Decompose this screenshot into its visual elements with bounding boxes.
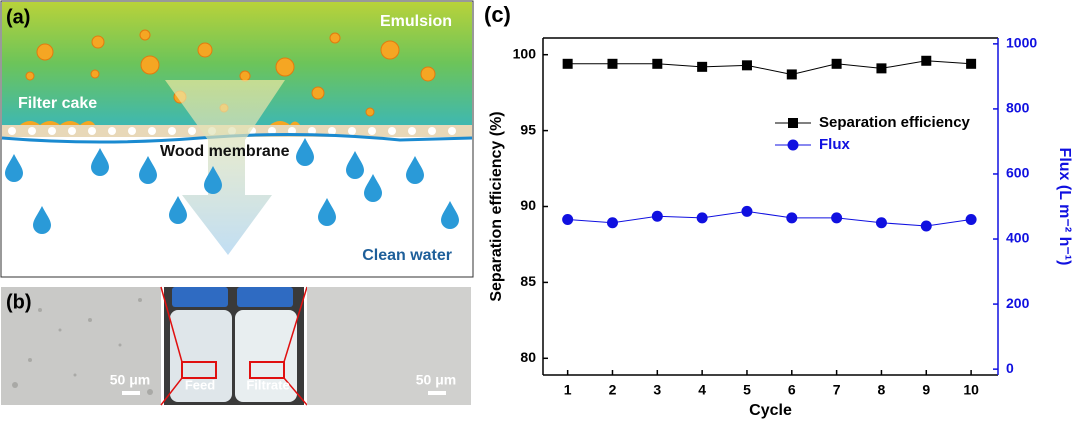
y-tick-label: 80 <box>520 349 536 365</box>
data-point <box>786 69 797 80</box>
data-point <box>697 61 708 72</box>
series-line <box>567 60 972 75</box>
label-emulsion: Emulsion <box>380 13 452 30</box>
x-tick-label: 8 <box>878 382 886 398</box>
x-tick-label: 4 <box>698 382 706 398</box>
panel-label: (a) <box>6 6 30 28</box>
y-tick-label: 85 <box>520 273 536 289</box>
label-filter-cake: Filter cake <box>18 95 97 112</box>
data-point <box>741 205 753 217</box>
data-point <box>562 214 574 226</box>
legend-label: Separation efficiency <box>819 114 971 131</box>
micrograph-feed <box>1 287 161 405</box>
oil-droplets <box>25 29 436 117</box>
y2-tick-label: 200 <box>1006 295 1030 311</box>
data-point <box>876 63 887 74</box>
x-tick-label: 6 <box>788 382 796 398</box>
y-tick-label: 90 <box>520 197 536 213</box>
x-tick-label: 7 <box>833 382 841 398</box>
label-clean-water: Clean water <box>362 247 452 264</box>
series-line <box>567 210 972 227</box>
flow-arrow <box>165 80 285 255</box>
data-point <box>651 210 663 222</box>
x-tick-label: 5 <box>743 382 751 398</box>
x-tick-label: 3 <box>653 382 661 398</box>
scale-bar-label: 50 μm <box>416 372 456 388</box>
y-axis-title: Separation efficiency (%) <box>488 111 505 301</box>
data-point <box>921 55 932 66</box>
data-point <box>607 58 618 69</box>
data-point <box>786 212 798 224</box>
panel-a: (a) Emulsion Filter cake Wood membrane C… <box>0 0 474 278</box>
data-point <box>741 60 752 71</box>
y2-tick-label: 1000 <box>1006 35 1037 51</box>
x-tick-label: 9 <box>922 382 930 398</box>
x-axis-title: Cycle <box>749 402 792 419</box>
panel-c: (c) 1 2 3 4 5 6 7 8 9 108085909510002004006008001… <box>484 2 1073 419</box>
data-point <box>696 212 708 224</box>
x-tick-label: 10 <box>963 382 979 398</box>
legend-label: Flux <box>819 136 850 153</box>
x-tick-label: 1 <box>564 382 572 398</box>
panel-label: (b) <box>6 291 32 313</box>
panel-label: (c) <box>484 2 511 27</box>
x-tick-label: 2 <box>609 382 617 398</box>
data-point <box>562 58 573 69</box>
y2-axis-title: Flux (L m⁻² h⁻¹) <box>1056 148 1073 266</box>
y-tick-label: 95 <box>520 121 536 137</box>
y2-tick-label: 400 <box>1006 230 1030 246</box>
legend-marker <box>788 118 798 128</box>
y2-tick-label: 0 <box>1006 360 1014 376</box>
label-membrane: Wood membrane <box>160 143 290 160</box>
scale-bar-label: 50 μm <box>110 372 150 388</box>
data-point <box>831 58 842 69</box>
micro-droplets <box>12 298 153 395</box>
data-point <box>875 217 887 229</box>
filter-cake <box>20 121 95 125</box>
data-point <box>831 212 843 224</box>
data-point <box>920 220 932 232</box>
label-filtrate: Filtrate <box>246 377 289 392</box>
y-tick-label: 100 <box>513 45 537 61</box>
panel-b: (b) 50 μm Feed Filtrate 50 μm <box>1 286 471 406</box>
data-point <box>652 58 663 69</box>
label-feed: Feed <box>185 377 215 392</box>
y2-tick-label: 800 <box>1006 100 1030 116</box>
membrane-pores <box>8 127 456 135</box>
y2-tick-label: 600 <box>1006 165 1030 181</box>
legend-marker <box>787 139 799 151</box>
micrograph-filtrate <box>307 287 471 405</box>
data-point <box>606 217 618 229</box>
data-point <box>965 214 977 226</box>
data-point <box>966 58 977 69</box>
